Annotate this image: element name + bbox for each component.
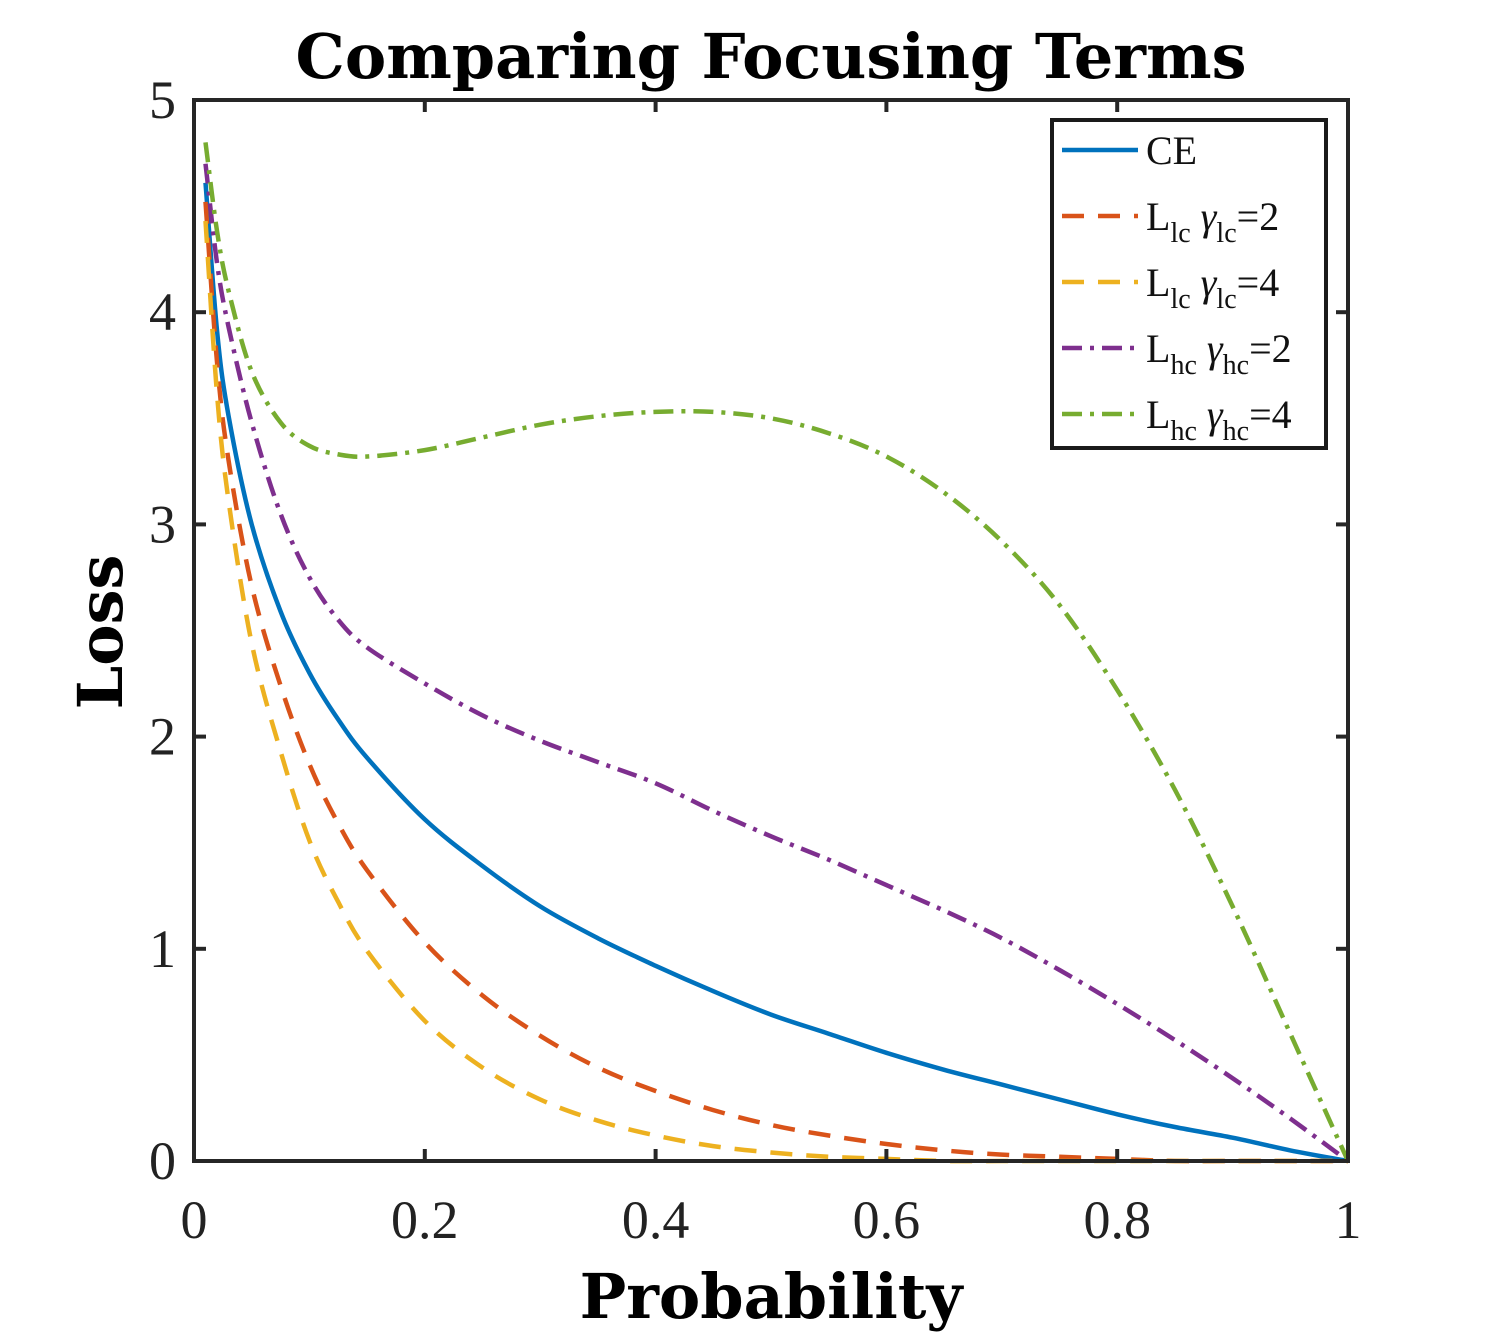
series-line-hc4 <box>203 142 1351 1162</box>
x-tick-label: 1 <box>1335 1190 1362 1250</box>
y-tick-label: 5 <box>149 70 176 130</box>
y-tick-label: 2 <box>149 707 176 767</box>
legend-label-ce: CE <box>1146 128 1197 173</box>
legend-label-lc2: Llc γlc=2 <box>1146 194 1279 249</box>
x-tick-label: 0.2 <box>391 1190 459 1250</box>
x-tick-label: 0.8 <box>1083 1190 1151 1250</box>
x-axis-label: Probability <box>580 1260 965 1333</box>
y-tick-label: 3 <box>149 494 176 554</box>
y-axis-label: Loss <box>64 555 137 710</box>
y-tick-label: 0 <box>149 1131 176 1191</box>
legend-label-hc2: Lhc γhc=2 <box>1146 326 1292 381</box>
series-line-ce <box>203 182 1349 1164</box>
x-tick-label: 0.6 <box>853 1190 921 1250</box>
legend-label-hc4: Lhc γhc=4 <box>1146 392 1292 447</box>
legend-label-lc4: Llc γlc=4 <box>1146 260 1279 315</box>
x-tick-label: 0 <box>181 1190 208 1250</box>
plot-frame <box>192 98 1350 1163</box>
series-line-lc2 <box>203 201 1348 1164</box>
legend-box <box>1050 118 1328 450</box>
chart-title: Comparing Focusing Terms <box>296 20 1247 93</box>
x-tick-label: 0.4 <box>622 1190 690 1250</box>
tick-layer: 0 0.2 0.4 0.6 0.8 1 0 1 2 3 4 5 <box>149 70 1362 1250</box>
y-tick-label: 4 <box>149 282 176 342</box>
legend: CE Llc γlc=2 Llc γlc=4 Lhc γhc=2 Lhc γhc=4 <box>1050 118 1328 450</box>
y-tick-label: 1 <box>149 919 176 979</box>
series-line-hc2 <box>203 163 1350 1163</box>
